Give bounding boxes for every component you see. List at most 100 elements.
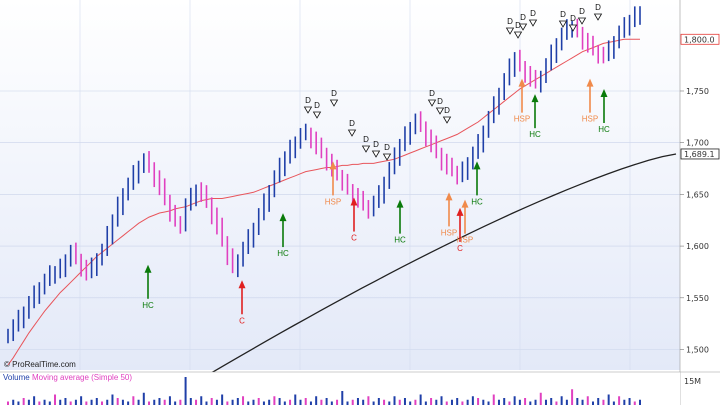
volume-bar — [591, 401, 594, 405]
signal-arrow-head — [473, 161, 481, 170]
volume-bar — [12, 399, 15, 405]
volume-legend-bg — [0, 373, 160, 382]
volume-bar — [560, 396, 563, 405]
volume-bar — [163, 399, 166, 405]
signal-arrow-head — [350, 197, 358, 206]
d-triangle — [435, 107, 445, 115]
volume-bar — [200, 396, 203, 405]
volume-bar — [471, 396, 474, 405]
sma-200-line — [156, 153, 677, 405]
volume-axis-tick: 15M — [684, 377, 701, 386]
volume-bar — [226, 401, 229, 405]
volume-bar — [278, 398, 281, 405]
signal-label: HC — [394, 236, 406, 245]
volume-bar — [69, 401, 72, 405]
volume-bar — [377, 398, 380, 405]
price-tag-label: 1,800.0 — [684, 35, 715, 44]
volume-bar — [85, 401, 88, 405]
volume-bar — [315, 396, 318, 405]
volume-bar — [550, 398, 553, 405]
volume-bar — [565, 399, 568, 405]
volume-bar — [121, 399, 124, 405]
volume-bar — [518, 399, 521, 405]
volume-bar — [168, 396, 171, 405]
volume-bar — [242, 396, 245, 405]
d-triangle — [371, 150, 381, 158]
volume-bar — [325, 398, 328, 405]
volume-bar — [529, 401, 532, 405]
volume-bar — [22, 398, 25, 405]
volume-bar — [116, 398, 119, 405]
signal-arrow-head — [461, 199, 469, 208]
volume-bar — [618, 396, 621, 405]
d-triangle — [329, 99, 339, 107]
volume-bar — [153, 399, 156, 405]
volume-bar — [64, 398, 67, 405]
signal-arrow-head — [586, 78, 594, 87]
volume-bar — [487, 401, 490, 405]
volume-bar — [43, 399, 46, 405]
volume-bar — [132, 396, 135, 405]
y-tick-label: 1,650 — [686, 190, 709, 199]
volume-bar — [304, 398, 307, 405]
signal-label: HSP — [457, 236, 473, 245]
volume-bar — [571, 389, 574, 405]
volume-bar — [351, 399, 354, 405]
volume-bar — [372, 401, 375, 405]
d-triangle — [427, 99, 437, 107]
volume-bar — [268, 399, 271, 405]
volume-bar — [424, 401, 427, 405]
volume-bar — [356, 398, 359, 405]
volume-bar — [612, 401, 615, 405]
d-label: D — [363, 135, 369, 144]
volume-bar — [330, 401, 333, 405]
volume-legend-label: Volume — [3, 373, 30, 382]
y-tick-label: 1,700 — [686, 139, 709, 148]
volume-bar — [179, 399, 182, 405]
volume-bar — [289, 399, 292, 405]
volume-bar — [346, 401, 349, 405]
d-label: D — [579, 7, 585, 16]
d-label: D — [437, 97, 443, 106]
volume-bar — [137, 399, 140, 405]
volume-bars — [7, 377, 641, 405]
price-tag-label: 1,689.1 — [684, 150, 715, 159]
volume-bar — [450, 399, 453, 405]
d-label: D — [520, 13, 526, 22]
d-triangle — [312, 111, 322, 119]
d-triangle — [505, 27, 515, 35]
watermark: © ProRealTime.com — [4, 360, 76, 369]
volume-bar — [633, 401, 636, 405]
volume-bar — [466, 399, 469, 405]
volume-bar — [602, 399, 605, 405]
volume-bar — [586, 396, 589, 405]
y-tick-label: 1,550 — [686, 294, 709, 303]
volume-bar — [252, 399, 255, 405]
d-label: D — [429, 89, 435, 98]
volume-bar — [142, 392, 145, 405]
volume-bar — [456, 398, 459, 405]
d-triangle — [558, 20, 568, 28]
volume-bar — [189, 398, 192, 405]
volume-bar — [430, 398, 433, 405]
signal-label: C — [239, 316, 245, 325]
volume-bar — [158, 398, 161, 405]
d-triangle — [513, 31, 523, 39]
d-label: D — [305, 96, 311, 105]
volume-bar — [111, 394, 114, 405]
signal-arrow-head — [144, 264, 152, 273]
volume-bar — [48, 401, 51, 405]
volume-bar — [581, 399, 584, 405]
volume-bar — [403, 398, 406, 405]
volume-bar — [17, 401, 20, 405]
volume-bar — [309, 401, 312, 405]
volume-bar — [383, 399, 386, 405]
volume-bar — [59, 399, 62, 405]
volume-bar — [7, 401, 9, 405]
signal-label: HSP — [441, 228, 457, 237]
volume-bar — [341, 391, 344, 405]
sma-50-line — [7, 38, 640, 366]
sma-50-path — [7, 38, 640, 366]
d-triangle — [347, 129, 357, 137]
